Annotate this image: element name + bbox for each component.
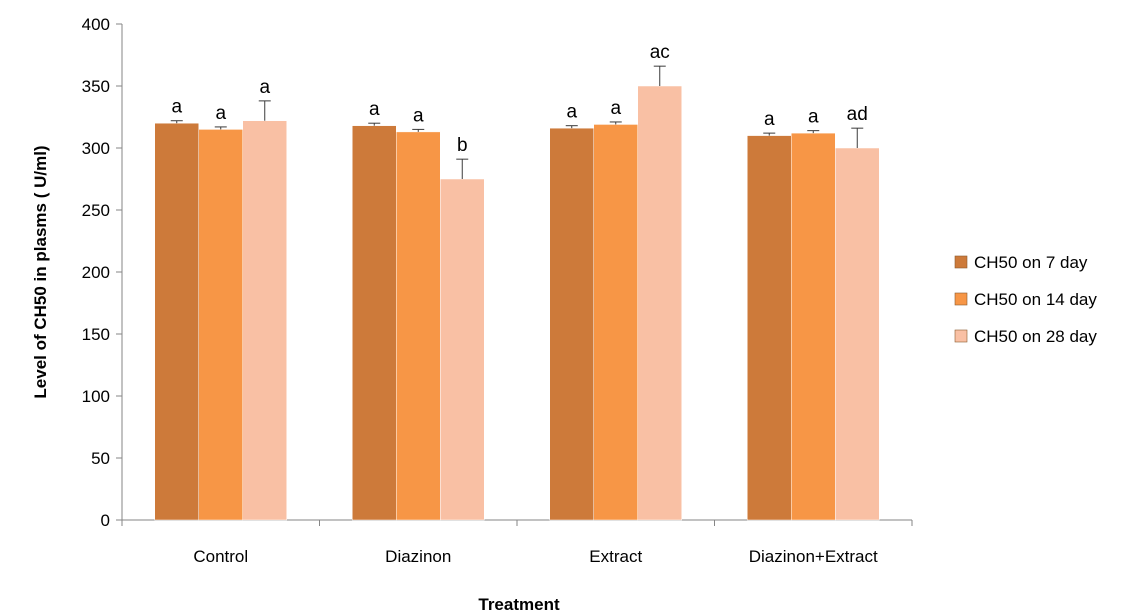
significance-label: ad <box>847 104 868 125</box>
y-tick-label: 200 <box>82 263 110 282</box>
y-tick-label: 400 <box>82 15 110 34</box>
x-axis-title: Treatment <box>478 595 560 614</box>
bar <box>835 147 880 521</box>
bar <box>242 120 287 521</box>
y-axis-title: Level of CH50 in plasms ( U/ml) <box>31 145 50 398</box>
significance-labels: a a a a a a a a a b ac ad <box>171 42 867 156</box>
legend: CH50 on 7 day CH50 on 14 day CH50 on 28 da… <box>954 253 1097 346</box>
bar <box>396 131 441 521</box>
bars <box>154 65 880 521</box>
significance-label: a <box>369 99 380 120</box>
bar <box>352 125 397 521</box>
significance-label: a <box>808 107 819 128</box>
legend-label: CH50 on 28 day <box>974 327 1097 346</box>
x-tick-label: Control <box>193 547 248 566</box>
bar <box>747 135 792 521</box>
y-tick-label: 300 <box>82 139 110 158</box>
significance-label: a <box>171 97 182 118</box>
significance-label: a <box>413 105 424 126</box>
y-tick-label: 0 <box>101 511 110 530</box>
significance-label: a <box>259 77 270 98</box>
y-tick-label: 100 <box>82 387 110 406</box>
legend-label: CH50 on 7 day <box>974 253 1088 272</box>
bar <box>637 85 682 521</box>
x-tick-label: Diazinon+Extract <box>749 547 878 566</box>
significance-label: a <box>566 102 577 123</box>
bar <box>198 129 243 521</box>
bar <box>549 127 594 521</box>
bar <box>791 132 836 521</box>
significance-label: ac <box>650 42 670 63</box>
bar <box>154 122 199 521</box>
significance-label: b <box>457 135 468 156</box>
significance-label: a <box>610 98 621 119</box>
bar <box>440 178 485 521</box>
legend-swatch <box>954 292 968 306</box>
y-tick-label: 150 <box>82 325 110 344</box>
legend-label: CH50 on 14 day <box>974 290 1097 309</box>
x-tick-label: Extract <box>589 547 642 566</box>
y-tick-label: 350 <box>82 77 110 96</box>
bar <box>593 124 638 521</box>
significance-label: a <box>764 109 775 130</box>
x-tick-label: Diazinon <box>385 547 451 566</box>
axes: 0 50 100 150 200 250 300 350 400 Control Diazinon E… <box>82 15 913 566</box>
y-tick-label: 250 <box>82 201 110 220</box>
legend-swatch <box>954 329 968 343</box>
legend-swatch <box>954 255 968 269</box>
significance-label: a <box>215 103 226 124</box>
y-tick-label: 50 <box>91 449 110 468</box>
